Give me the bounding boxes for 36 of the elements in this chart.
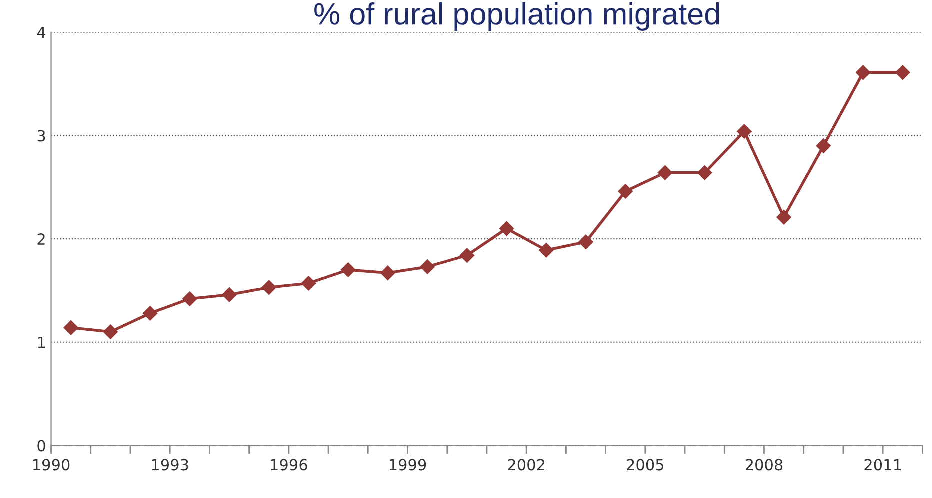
point [578,234,594,250]
point [697,166,712,180]
point [420,260,435,274]
point [618,184,633,199]
point [538,243,554,258]
y-tick-label: 0 [38,440,46,452]
x-tick-label: 1999 [390,459,426,471]
x-tick-label: 1996 [271,459,308,471]
x-tick-label: 2011 [864,459,902,471]
y-tick-label: 4 [37,27,46,38]
point [380,266,396,281]
point [499,221,514,236]
chart-title: % of rural population migrated [314,2,720,31]
point [103,324,118,340]
point [737,124,752,139]
point [262,280,277,295]
point [460,248,475,263]
point [340,262,356,278]
y-tick-label: 3 [38,130,46,142]
x-tick-label: 2002 [508,459,544,471]
point [776,210,792,225]
x-tick-label: 2008 [746,459,783,471]
point [182,292,198,306]
point [64,320,78,336]
y-tick-label: 2 [38,234,45,245]
y-tick-label: 1 [38,337,45,348]
point [222,287,237,302]
point [816,138,832,154]
x-tick-label: 2005 [627,459,664,471]
x-tick-label: 1990 [33,459,70,471]
point [301,276,316,291]
point [856,65,871,80]
point [658,166,673,180]
point [142,306,158,321]
point [895,65,910,80]
x-tick-label: 1993 [152,459,188,471]
